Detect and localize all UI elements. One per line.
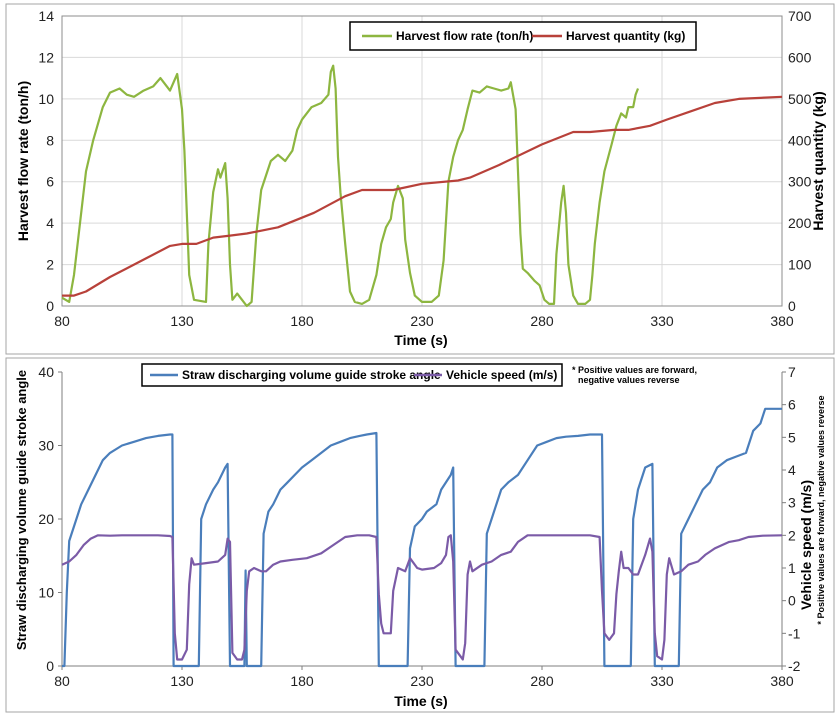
top-right-tick-labels: 0 100 200 300 400 500 600 700 (788, 8, 812, 314)
bottom-panel-border (5, 357, 835, 713)
top-chart-panel: 0 2 4 6 8 10 12 14 0 100 200 300 400 500 600 700 80 130… (5, 3, 835, 355)
top-series-line-harvest-flow-rate-ton-h (61, 64, 640, 308)
bottom-x-tick-label: 230 (410, 673, 434, 689)
top-x-tick-label: 80 (54, 313, 70, 329)
bottom-chart-panel: 0 10 20 30 40 -2 -1 0 1 2 3 4 5 6 7 80 130 180 230 280 330… (5, 357, 835, 713)
bottom-x-tick-label: 80 (54, 673, 70, 689)
top-left-tick-label: 14 (38, 8, 54, 24)
legend-vehicle-speed-label: Vehicle speed (m/s) (446, 368, 557, 382)
top-left-tick-label: 12 (38, 49, 54, 65)
bottom-legend: Straw discharging volume guide stroke an… (141, 363, 697, 387)
bottom-axis-ticks (58, 371, 786, 670)
top-legend-box (349, 21, 697, 51)
top-left-tick-label: 0 (46, 298, 54, 314)
top-series-lines (61, 64, 783, 308)
top-x-tick-label: 330 (650, 313, 674, 329)
top-left-tick-labels: 0 2 4 6 8 10 12 14 (38, 8, 54, 314)
bottom-right-axis-note: * Positive values are forward, negative … (816, 395, 826, 624)
bottom-left-tick-label: 40 (38, 364, 54, 380)
bottom-right-tick-label: 5 (788, 429, 796, 445)
bottom-left-tick-labels: 0 10 20 30 40 (38, 364, 54, 674)
top-right-tick-label: 200 (788, 215, 812, 231)
top-right-tick-label: 500 (788, 91, 812, 107)
legend-direction-note-line1: * Positive values are forward, (572, 365, 697, 375)
top-right-tick-label: 100 (788, 257, 812, 273)
bottom-x-tick-label: 130 (170, 673, 194, 689)
top-left-axis-title: Harvest flow rate (ton/h) (15, 81, 31, 241)
top-right-axis-title: Harvest quantity (kg) (810, 91, 826, 230)
top-x-tick-label: 180 (290, 313, 314, 329)
bottom-left-tick-label: 10 (38, 585, 54, 601)
top-right-tick-label: 300 (788, 174, 812, 190)
legend-stroke-angle-label: Straw discharging volume guide stroke an… (182, 368, 441, 382)
bottom-x-tick-label: 380 (770, 673, 794, 689)
top-right-tick-label: 400 (788, 132, 812, 148)
bottom-right-tick-label: 4 (788, 462, 796, 478)
top-left-tick-label: 8 (46, 132, 54, 148)
bottom-left-tick-label: 30 (38, 438, 54, 454)
bottom-right-tick-label: -1 (788, 625, 801, 641)
top-x-tick-label: 280 (530, 313, 554, 329)
bottom-series-lines (61, 407, 783, 668)
bottom-x-tick-labels: 80 130 180 230 280 330 380 (54, 673, 794, 689)
top-x-tick-label: 230 (410, 313, 434, 329)
top-x-tick-labels: 80 130 180 230 280 330 380 (54, 313, 794, 329)
bottom-right-tick-label: -2 (788, 658, 801, 674)
bottom-x-tick-label: 330 (650, 673, 674, 689)
bottom-right-tick-label: 6 (788, 397, 796, 413)
bottom-legend-box (141, 363, 563, 387)
bottom-left-tick-label: 20 (38, 511, 54, 527)
legend-direction-note-line2: negative values reverse (578, 375, 680, 385)
top-left-tick-label: 2 (46, 257, 54, 273)
bottom-right-tick-label: 3 (788, 495, 796, 511)
bottom-right-axis-title: Vehicle speed (m/s) (798, 480, 814, 610)
bottom-right-tick-label: 7 (788, 364, 796, 380)
bottom-right-tick-label: 2 (788, 527, 796, 543)
top-left-tick-label: 6 (46, 174, 54, 190)
bottom-x-tick-label: 280 (530, 673, 554, 689)
top-panel-border (5, 3, 835, 355)
bottom-right-tick-labels: -2 -1 0 1 2 3 4 5 6 7 (788, 364, 801, 674)
bottom-left-tick-label: 0 (46, 658, 54, 674)
bottom-series-line-vehicle-speed-m-s (61, 534, 783, 661)
top-x-tick-label: 380 (770, 313, 794, 329)
bottom-left-axis-title: Straw discharging volume guide stroke an… (14, 370, 29, 650)
top-x-tick-label: 130 (170, 313, 194, 329)
legend-flow-rate-label: Harvest flow rate (ton/h) (396, 29, 533, 43)
legend-harvest-quantity-label: Harvest quantity (kg) (566, 29, 685, 43)
top-plot-frame (61, 15, 783, 307)
top-right-tick-label: 700 (788, 8, 812, 24)
bottom-right-tick-label: 0 (788, 593, 796, 609)
bottom-series-line-straw-discharging-volume-guide-stroke-angle (62, 407, 782, 668)
bottom-right-tick-label: 1 (788, 560, 796, 576)
top-gridlines (61, 15, 783, 307)
top-right-tick-label: 600 (788, 49, 812, 65)
top-x-axis-title: Time (s) (394, 332, 447, 348)
top-legend: Harvest flow rate (ton/h) Harvest quanti… (349, 21, 697, 51)
top-right-tick-label: 0 (788, 298, 796, 314)
top-left-tick-label: 10 (38, 91, 54, 107)
top-left-tick-label: 4 (46, 215, 54, 231)
top-series-line-harvest-quantity-kg (62, 95, 783, 297)
bottom-x-axis-title: Time (s) (394, 693, 447, 709)
bottom-x-tick-label: 180 (290, 673, 314, 689)
